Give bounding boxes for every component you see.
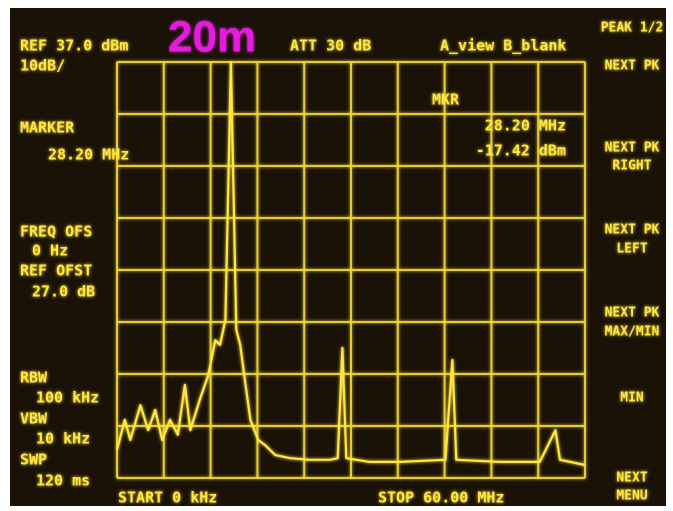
vbw-label: VBW xyxy=(20,410,48,428)
attenuation: ATT 30 dB xyxy=(290,37,371,55)
labels: 20m REF 37.0 dBm ATT 30 dB A_view B_blan… xyxy=(20,13,566,507)
stop-freq: STOP 60.00 MHz xyxy=(378,489,504,507)
mkr-level: -17.42 dBm xyxy=(476,142,566,160)
spectrum-trace xyxy=(115,60,586,467)
softkeys: PEAK 1/2 NEXT PK NEXT PK RIGHT NEXT PK LEFT NE… xyxy=(601,21,664,504)
view-mode: A_view B_blank xyxy=(440,37,566,55)
start-freq: START 0 kHz xyxy=(118,489,217,507)
softkey-label: NEXT PK xyxy=(605,141,660,156)
swp-label: SWP xyxy=(20,451,47,469)
softkey-label: NEXT PK xyxy=(605,306,660,321)
mkr-label: MKR xyxy=(432,91,460,109)
rbw-label: RBW xyxy=(20,369,48,387)
vbw-value: 10 kHz xyxy=(36,430,90,448)
softkey-label: NEXT PK xyxy=(605,223,660,238)
freq-ofs-label: FREQ OFS xyxy=(20,223,92,241)
softkey-label: NEXT xyxy=(616,471,647,486)
display xyxy=(10,8,666,506)
rbw-value: 100 kHz xyxy=(36,389,99,407)
plot xyxy=(115,60,586,479)
marker-label: MARKER xyxy=(20,119,75,137)
softkey-label: NEXT PK xyxy=(605,59,660,74)
softkey-label: PEAK 1/2 xyxy=(601,21,664,36)
scale: 10dB/ xyxy=(20,57,65,75)
softkey-label: LEFT xyxy=(616,242,647,257)
freq-ofs-value: 0 Hz xyxy=(32,242,68,260)
band-title: 20m xyxy=(168,13,256,62)
swp-value: 120 ms xyxy=(36,472,90,490)
softkey-label: MIN xyxy=(620,391,644,406)
softkey-label: MENU xyxy=(616,489,647,504)
softkey-label: RIGHT xyxy=(612,159,651,174)
softkey-label: MAX/MIN xyxy=(605,325,660,340)
marker-freq: 28.20 MHz xyxy=(48,146,129,164)
ref-ofst-label: REF OFST xyxy=(20,262,92,280)
mkr-freq: 28.20 MHz xyxy=(485,117,566,135)
ref-level: REF 37.0 dBm xyxy=(20,37,128,55)
ref-ofst-value: 27.0 dB xyxy=(32,283,95,301)
